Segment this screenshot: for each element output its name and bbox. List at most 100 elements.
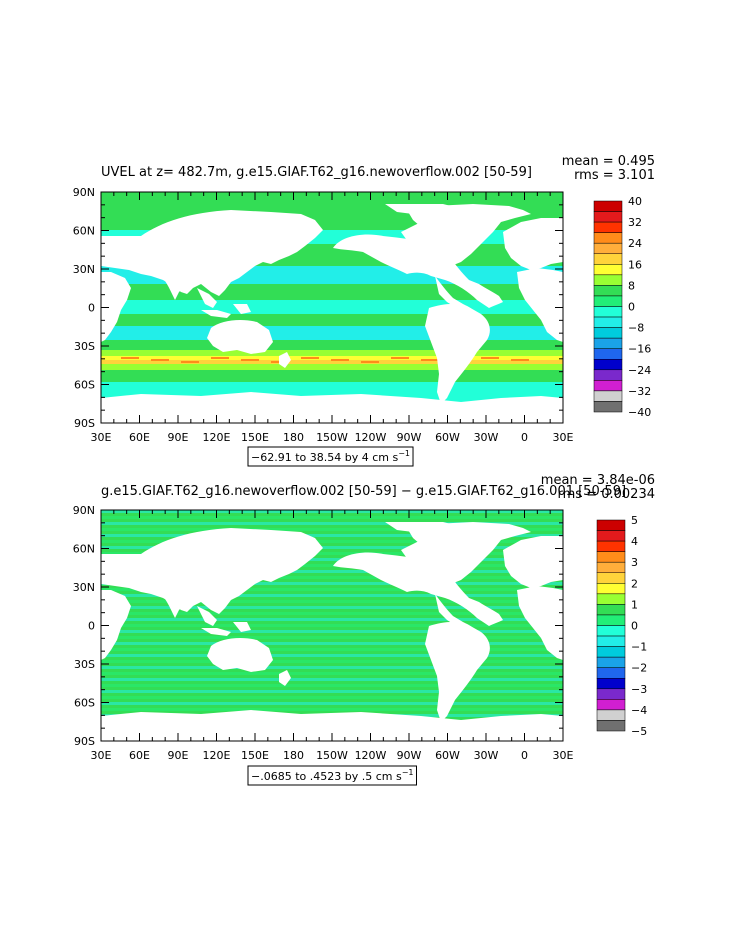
lat-label: 60S: [74, 379, 95, 392]
colorbar-swatch: [593, 337, 623, 349]
lon-label: 150E: [241, 431, 269, 444]
lon-label: 150W: [316, 749, 348, 762]
panel-title: UVEL at z= 482.7m, g.e15.GIAF.T62_g16.ne…: [101, 165, 532, 180]
colorbar-swatch: [596, 614, 626, 626]
colorbar-swatch: [596, 519, 626, 531]
lat-label: 30S: [74, 340, 95, 353]
colorbar-swatch: [596, 688, 626, 700]
band: [101, 558, 563, 561]
streak: [361, 361, 379, 363]
band: [101, 326, 563, 340]
band: [101, 648, 563, 651]
colorbar-swatch: [596, 667, 626, 679]
lon-label: 30E: [91, 431, 112, 444]
colorbar-swatch: [593, 401, 623, 413]
lon-label: 150W: [316, 431, 348, 444]
lon-label: 0: [521, 431, 528, 444]
band: [101, 708, 563, 711]
band: [101, 576, 563, 579]
colorbar-swatch: [593, 274, 623, 286]
band: [101, 636, 563, 639]
lat-label: 90S: [74, 417, 95, 430]
colorbar-swatch: [596, 551, 626, 563]
band: [101, 360, 563, 364]
band: [101, 696, 563, 699]
colorbar-swatch: [593, 264, 623, 276]
streak: [421, 359, 439, 361]
mean-stat: mean = 0.495: [562, 154, 655, 169]
colorbar-label: 0: [628, 301, 635, 314]
streak: [481, 357, 499, 359]
rms-stat: rms = 3.101: [574, 168, 655, 183]
colorbar-label: 3: [631, 556, 638, 569]
contour-range-exponent: −1: [398, 449, 410, 458]
colorbar-label: −4: [631, 704, 647, 717]
colorbar: 5 4 3 2 1 0 −1 −2 −3 −4 −5: [596, 514, 647, 738]
streak: [301, 357, 319, 359]
colorbar-label: 32: [628, 216, 642, 229]
lat-label: 90N: [73, 186, 95, 199]
band: [101, 684, 563, 687]
contour-range-text: −.0685 to .4523 by .5 cm s−1: [251, 768, 414, 783]
lat-label: 30N: [73, 263, 95, 276]
contour-range-box: −.0685 to .4523 by .5 cm s−1: [247, 765, 417, 786]
band: [101, 678, 563, 681]
colorbar-swatch: [596, 530, 626, 542]
colorbar-swatch: [596, 656, 626, 668]
band: [101, 314, 563, 326]
band: [101, 642, 563, 645]
colorbar-label: −24: [628, 364, 651, 377]
colorbar-swatch: [596, 572, 626, 584]
lat-label: 60N: [73, 543, 95, 556]
colorbar-swatch: [593, 211, 623, 223]
colorbar-label: 2: [631, 577, 638, 590]
lon-label: 120W: [355, 749, 387, 762]
colorbar-label: −5: [631, 725, 647, 738]
colorbar-label: −8: [628, 322, 644, 335]
lon-label: 30W: [474, 749, 499, 762]
lon-label: 30E: [553, 749, 574, 762]
colorbar-label: −40: [628, 406, 651, 419]
band: [101, 582, 563, 585]
mean-stat: mean = 3.84e-06: [541, 473, 655, 488]
lon-label: 150E: [241, 749, 269, 762]
colorbar-swatch: [596, 709, 626, 721]
colorbar-label: 24: [628, 237, 642, 250]
band: [101, 660, 563, 663]
streak: [331, 359, 349, 361]
map-bottom: [101, 510, 563, 741]
lon-label: 90E: [168, 749, 189, 762]
band: [101, 570, 563, 573]
colorbar-swatch: [593, 232, 623, 244]
lat-label: 90S: [74, 735, 95, 748]
lon-label: 60E: [129, 749, 150, 762]
colorbar-swatch: [593, 253, 623, 265]
colorbar-swatch: [593, 306, 623, 318]
contour-range-exponent: −1: [402, 768, 414, 777]
band: [101, 672, 563, 675]
band: [101, 606, 563, 609]
lon-label: 60W: [435, 431, 460, 444]
colorbar-swatch: [593, 242, 623, 254]
band: [101, 522, 563, 525]
band: [101, 594, 563, 597]
streak: [211, 357, 229, 359]
lon-label: 0: [521, 749, 528, 762]
colorbar-swatch: [593, 390, 623, 402]
lat-label: 60N: [73, 225, 95, 238]
band: [101, 564, 563, 567]
lon-label: 30W: [474, 431, 499, 444]
band: [101, 356, 563, 360]
lon-label: 60E: [129, 431, 150, 444]
contour-range-box: −62.91 to 38.54 by 4 cm s−1: [247, 446, 414, 467]
colorbar-swatch: [596, 604, 626, 616]
colorbar-label: 40: [628, 195, 642, 208]
lon-label: 90W: [397, 749, 422, 762]
colorbar-swatch: [593, 369, 623, 381]
colorbar-swatch: [596, 699, 626, 711]
streak: [511, 359, 529, 361]
lon-label: 90W: [397, 431, 422, 444]
lat-label: 30S: [74, 658, 95, 671]
